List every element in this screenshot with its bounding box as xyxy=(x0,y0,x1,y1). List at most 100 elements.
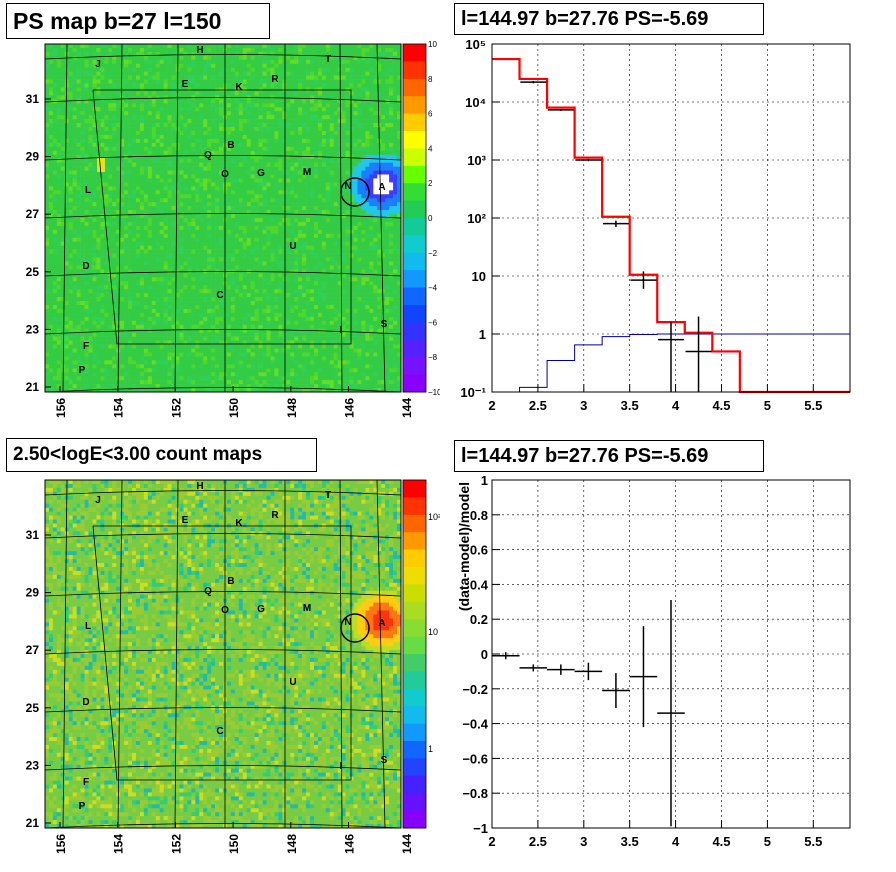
source-label-b: B xyxy=(227,140,234,151)
colorbar-band xyxy=(403,758,426,777)
source-label-g: G xyxy=(257,168,265,179)
survey-boundary xyxy=(92,89,352,345)
x-tick-label: 2.5 xyxy=(529,398,547,413)
colorbar-band xyxy=(403,357,426,376)
survey-boundary xyxy=(92,525,352,781)
graticule-parallel xyxy=(44,533,402,539)
colorbar-band xyxy=(403,183,426,202)
colorbar-band xyxy=(403,741,426,759)
map-frame xyxy=(44,479,402,829)
source-label-q: Q xyxy=(204,586,212,597)
x-tick-label: 154 xyxy=(112,834,126,854)
source-label-a: A xyxy=(378,618,385,629)
x-tick-label: 146 xyxy=(343,834,357,854)
colorbar-label: 8 xyxy=(428,75,433,84)
source-label-m: M xyxy=(303,603,311,614)
y-tick-label: 29 xyxy=(26,586,40,600)
colorbar-band xyxy=(403,480,426,498)
colorbar-band xyxy=(403,322,426,341)
graticule-parallel xyxy=(44,490,402,496)
x-tick-label: 148 xyxy=(285,834,299,854)
x-tick-label: 3.5 xyxy=(621,398,639,413)
colorbar-band xyxy=(403,44,426,62)
colorbar-label: 4 xyxy=(428,144,433,153)
graticule-meridian xyxy=(339,479,343,829)
colorbar-band xyxy=(403,688,426,707)
colorbar-band xyxy=(403,514,426,533)
colorbar-label: 10 xyxy=(428,627,438,637)
y-tick-label: 25 xyxy=(26,701,40,715)
colorbar-label: −4 xyxy=(428,284,438,293)
residual-title: l=144.97 b=27.76 PS=-5.69 xyxy=(454,440,764,472)
y-tick-label: 10⁻¹ xyxy=(460,385,486,400)
source-label-u: U xyxy=(289,241,296,252)
colorbar-frame xyxy=(402,43,427,393)
source-label-r: R xyxy=(271,510,279,521)
total-model-line xyxy=(492,57,850,394)
source-label-e: E xyxy=(182,79,189,90)
graticule-meridian xyxy=(117,43,123,393)
x-tick-label: 3.5 xyxy=(621,834,639,849)
source-label-r: R xyxy=(271,74,279,85)
y-tick-label: 25 xyxy=(26,265,40,279)
graticule-parallel xyxy=(44,649,402,655)
colorbar-band xyxy=(403,532,426,551)
colorbar-band xyxy=(403,706,426,725)
source-label-l: L xyxy=(85,621,91,632)
x-tick-label: 2.5 xyxy=(529,834,547,849)
graticule-parallel xyxy=(44,591,402,597)
y-tick-label: 29 xyxy=(26,150,40,164)
graticule-meridian xyxy=(339,43,343,393)
y-tick-label: 10⁴ xyxy=(465,95,486,110)
source-label-g: G xyxy=(257,604,265,615)
colorbar-label: −8 xyxy=(428,353,438,362)
source-label-b: B xyxy=(227,576,234,587)
colorbar-band xyxy=(403,549,426,568)
y-tick-label: 10² xyxy=(467,211,486,226)
colorbar-band xyxy=(403,671,426,690)
source-label-c: C xyxy=(216,290,223,301)
y-tick-label: 0 xyxy=(481,647,488,662)
colorbar-band xyxy=(403,78,426,97)
source-label-f: F xyxy=(83,777,89,788)
y-tick-label: 1 xyxy=(481,473,488,488)
x-tick-label: 2 xyxy=(488,834,495,849)
graticule-parallel xyxy=(44,329,402,335)
source-label-l: L xyxy=(85,185,91,196)
colorbar-frame xyxy=(402,479,427,829)
x-tick-label: 144 xyxy=(400,834,414,854)
colorbar-label: −6 xyxy=(428,318,438,327)
colorbar-label: −10 xyxy=(428,388,440,397)
graticule-parallel xyxy=(44,54,402,60)
colorbar-label: 6 xyxy=(428,110,433,119)
x-tick-label: 3 xyxy=(580,834,587,849)
graticule-parallel xyxy=(44,97,402,103)
count-map-title: 2.50<logE<3.00 count maps xyxy=(6,438,317,472)
source-label-o: O xyxy=(221,169,229,180)
colorbar-band xyxy=(403,601,426,620)
colorbar-band xyxy=(403,61,426,80)
colorbar-band xyxy=(403,584,426,603)
source-label-h: H xyxy=(196,481,203,492)
source-label-s: S xyxy=(381,319,388,330)
colorbar-band xyxy=(403,654,426,672)
source-label-o: O xyxy=(221,605,229,616)
x-tick-label: 150 xyxy=(227,834,241,854)
source-label-f: F xyxy=(83,341,89,352)
graticule-meridian xyxy=(174,479,179,829)
colorbar-band xyxy=(403,113,426,132)
graticule-parallel xyxy=(44,271,402,277)
source-label-h: H xyxy=(196,45,203,56)
source-label-k: K xyxy=(235,518,243,529)
source-label-m: M xyxy=(303,167,311,178)
y-tick-label: −0.8 xyxy=(462,786,488,801)
count-map-panel: J H E K R T Q B O G M N A L U D C I S F P 156 154 152 150 148 146 1… xyxy=(0,436,440,872)
y-tick-label: 31 xyxy=(26,92,40,106)
graticule-meridian xyxy=(62,43,68,393)
colorbar-band xyxy=(403,252,426,271)
colorbar-band xyxy=(403,619,426,638)
x-tick-label: 5 xyxy=(764,398,771,413)
graticule-meridian xyxy=(376,479,386,829)
colorbar-band xyxy=(403,810,426,829)
source-circle xyxy=(340,177,370,207)
